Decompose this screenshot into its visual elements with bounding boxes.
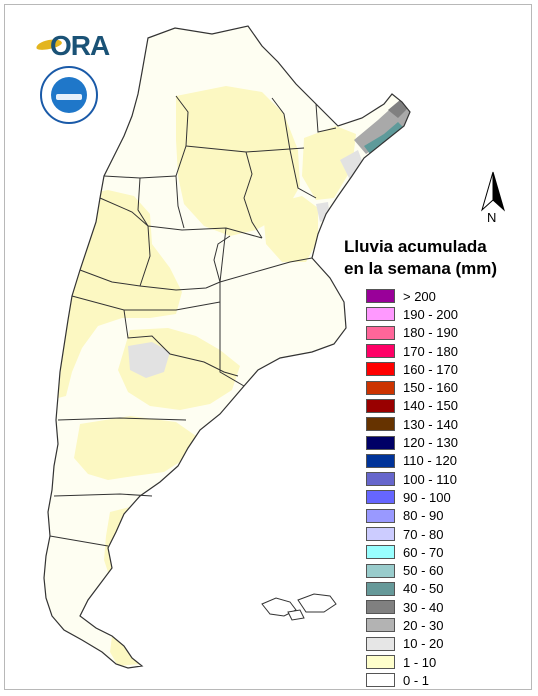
legend-swatch xyxy=(366,563,395,578)
legend-item: 30 - 40 xyxy=(366,598,458,616)
legend-item: 130 - 140 xyxy=(366,415,458,433)
legend: > 200 190 - 200 180 - 190 170 - 180 160 - 17… xyxy=(366,287,458,690)
legend-item: 160 - 170 xyxy=(366,360,458,378)
legend-label: 140 - 150 xyxy=(403,398,458,414)
legend-label: 160 - 170 xyxy=(403,361,458,377)
legend-swatch xyxy=(366,490,395,505)
legend-item: 20 - 30 xyxy=(366,616,458,634)
legend-label: 110 - 120 xyxy=(403,453,457,469)
legend-item: 70 - 80 xyxy=(366,525,458,543)
legend-label: 1 - 10 xyxy=(403,654,437,670)
legend-item: 150 - 160 xyxy=(366,378,458,396)
legend-item: 50 - 60 xyxy=(366,561,458,579)
legend-label: 0 - 1 xyxy=(403,672,430,688)
legend-swatch xyxy=(366,581,395,596)
institution-seal xyxy=(40,66,98,124)
legend-item: 120 - 130 xyxy=(366,433,458,451)
legend-label: 130 - 140 xyxy=(403,416,458,432)
legend-swatch xyxy=(366,398,395,413)
malvinas-islands xyxy=(261,593,337,621)
legend-swatch xyxy=(366,325,395,340)
ora-logo: ORA xyxy=(35,28,110,61)
legend-swatch xyxy=(366,380,395,395)
legend-item: 60 - 70 xyxy=(366,543,458,561)
legend-label: 150 - 160 xyxy=(403,380,458,396)
ora-logo-text: ORA xyxy=(50,30,110,61)
legend-title-line1: Lluvia acumulada xyxy=(344,237,487,256)
legend-label: 60 - 70 xyxy=(403,544,444,560)
legend-item: 140 - 150 xyxy=(366,397,458,415)
legend-label: 180 - 190 xyxy=(403,325,458,341)
legend-swatch xyxy=(366,472,395,487)
legend-label: > 200 xyxy=(403,288,436,304)
legend-item: 90 - 100 xyxy=(366,488,458,506)
legend-label: 30 - 40 xyxy=(403,599,444,615)
legend-label: 50 - 60 xyxy=(403,563,444,579)
legend-item: 110 - 120 xyxy=(366,452,458,470)
legend-label: 10 - 20 xyxy=(403,636,444,652)
legend-swatch xyxy=(366,655,395,670)
legend-label: 20 - 30 xyxy=(403,617,444,633)
legend-label: 40 - 50 xyxy=(403,581,444,597)
legend-swatch xyxy=(366,307,395,322)
legend-swatch xyxy=(366,600,395,615)
north-arrow-icon xyxy=(481,171,505,212)
legend-swatch xyxy=(366,362,395,377)
legend-swatch xyxy=(366,636,395,651)
legend-item: 100 - 110 xyxy=(366,470,458,488)
legend-item: 190 - 200 xyxy=(366,305,458,323)
legend-item: 10 - 20 xyxy=(366,635,458,653)
legend-label: 170 - 180 xyxy=(403,343,458,359)
legend-label: 190 - 200 xyxy=(403,306,458,322)
legend-swatch xyxy=(366,417,395,432)
north-arrow: N xyxy=(478,170,508,228)
legend-title-line2: en la semana (mm) xyxy=(344,259,498,278)
legend-swatch xyxy=(366,618,395,633)
legend-label: 80 - 90 xyxy=(403,508,444,524)
province-borders xyxy=(49,95,337,547)
legend-swatch xyxy=(366,344,395,359)
legend-swatch xyxy=(366,289,395,304)
legend-item: 170 - 180 xyxy=(366,342,458,360)
legend-label: 70 - 80 xyxy=(403,526,444,542)
legend-swatch xyxy=(366,435,395,450)
legend-item: > 200 xyxy=(366,287,458,305)
legend-swatch xyxy=(366,673,395,688)
legend-item: 40 - 50 xyxy=(366,580,458,598)
legend-label: 120 - 130 xyxy=(403,435,458,451)
legend-swatch xyxy=(366,508,395,523)
seal-band xyxy=(56,94,82,100)
legend-item: 0 - 1 xyxy=(366,671,458,689)
legend-swatch xyxy=(366,545,395,560)
legend-item: 80 - 90 xyxy=(366,507,458,525)
north-label: N xyxy=(487,210,497,225)
legend-label: 100 - 110 xyxy=(403,471,457,487)
legend-item: 180 - 190 xyxy=(366,324,458,342)
legend-label: 90 - 100 xyxy=(403,489,451,505)
legend-swatch xyxy=(366,453,395,468)
legend-title: Lluvia acumulada en la semana (mm) xyxy=(344,236,497,280)
legend-swatch xyxy=(366,527,395,541)
legend-item: 1 - 10 xyxy=(366,653,458,671)
